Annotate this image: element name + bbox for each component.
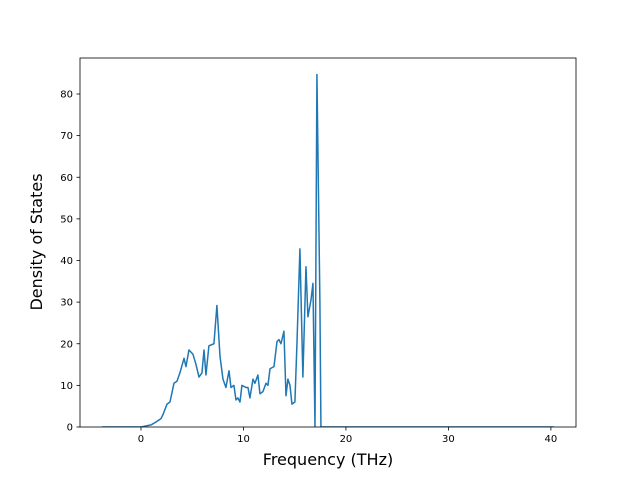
plot-frame	[79, 57, 577, 428]
x-tick-label: 30	[442, 434, 455, 445]
x-tick-label: 20	[340, 434, 353, 445]
y-tick-label: 20	[60, 339, 73, 350]
x-tick-label: 10	[237, 434, 250, 445]
y-axis-label: Density of States	[27, 173, 46, 310]
y-tick-label: 10	[60, 381, 73, 392]
y-tick-label: 40	[60, 256, 73, 267]
y-tick-label: 50	[60, 214, 73, 225]
y-tick-label: 30	[60, 298, 73, 309]
x-tick-label: 0	[138, 434, 144, 445]
y-tick-label: 70	[60, 131, 73, 142]
y-tick-label: 0	[67, 423, 73, 434]
x-axis-label: Frequency (THz)	[263, 450, 393, 469]
y-tick-label: 80	[60, 90, 73, 101]
x-tick-label: 40	[545, 434, 558, 445]
y-tick-label: 60	[60, 173, 73, 184]
data-line	[102, 73, 554, 427]
